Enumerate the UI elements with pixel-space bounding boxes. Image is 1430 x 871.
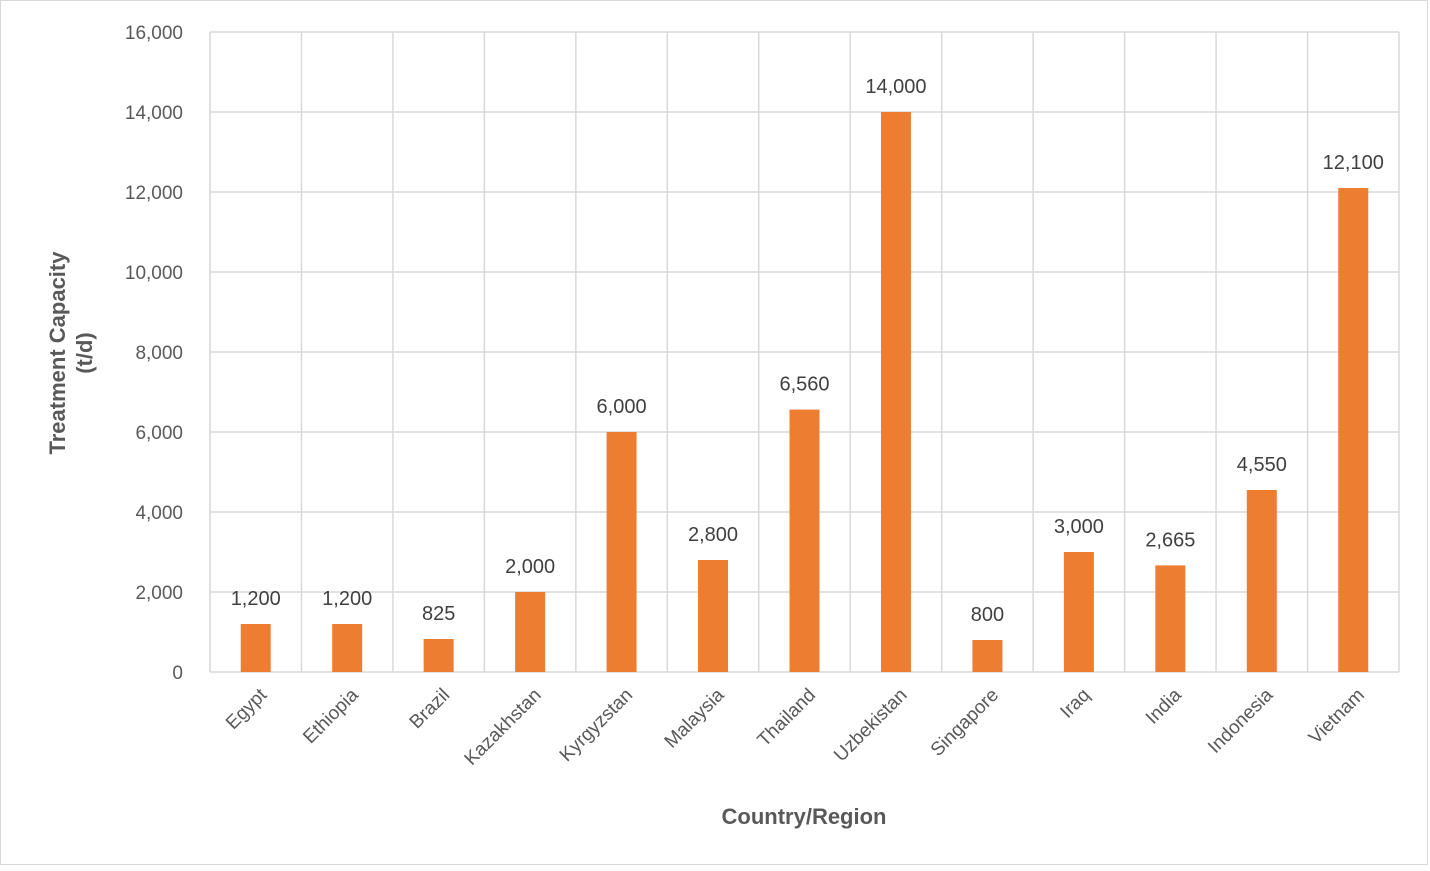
x-tick-label: Uzbekistan	[830, 685, 911, 766]
data-label-layer: 1,200 1,200 825 2,000 6,000 2,800 6,560 14,000 8…	[231, 76, 1384, 626]
data-label: 2,000	[505, 556, 555, 578]
x-tick-label: Thailand	[754, 685, 820, 751]
y-tick-label: 2,000	[135, 583, 183, 604]
bar	[1155, 565, 1186, 672]
x-tick-label: Singapore	[927, 685, 1003, 761]
data-label: 3,000	[1054, 516, 1104, 538]
x-tick-label: Kazakhstan	[461, 685, 546, 770]
bar	[1063, 552, 1094, 672]
data-label: 14,000	[865, 76, 926, 98]
y-axis-title-line-2: (t/d)	[72, 332, 97, 374]
x-tick-label: Iraq	[1056, 685, 1094, 723]
y-tick-label: 16,000	[125, 23, 183, 44]
x-tick-label: Vietnam	[1305, 685, 1369, 749]
y-tick-label: 12,000	[125, 183, 183, 204]
y-axis-title-line-1: Treatment Capacity	[45, 251, 70, 455]
x-tick-label: India	[1142, 684, 1186, 728]
bar	[332, 624, 363, 672]
bar	[1338, 188, 1369, 672]
x-tick-label: Egypt	[222, 684, 272, 734]
grid-layer	[209, 31, 1400, 673]
bar	[423, 639, 454, 672]
data-label: 1,200	[231, 588, 281, 610]
y-tick-label: 4,000	[135, 503, 183, 524]
data-label: 12,100	[1323, 152, 1384, 174]
x-tick-label: Malaysia	[661, 684, 729, 752]
bar	[606, 432, 637, 672]
bar	[1246, 490, 1277, 672]
y-tick-label: 8,000	[135, 343, 183, 364]
bar	[789, 409, 820, 672]
bar	[972, 640, 1003, 672]
y-axis-title: Treatment Capacity (t/d)	[45, 251, 97, 455]
x-tick-label: Indonesia	[1204, 684, 1277, 757]
bar	[240, 624, 271, 672]
y-tick-label: 14,000	[125, 103, 183, 124]
x-tick-label: Ethiopia	[299, 684, 363, 748]
data-label: 2,800	[688, 524, 738, 546]
x-tick-label: Brazil	[406, 685, 454, 733]
data-label: 6,000	[597, 396, 647, 418]
y-tick-label: 10,000	[125, 263, 183, 284]
data-label: 2,665	[1145, 529, 1195, 551]
bar	[880, 112, 911, 672]
bar-layer	[240, 112, 1369, 672]
bar	[515, 592, 546, 672]
y-tick-label: 0	[172, 663, 183, 684]
data-label: 4,550	[1237, 454, 1287, 476]
data-label: 6,560	[779, 374, 829, 396]
bar	[698, 560, 729, 672]
y-tick-label: 6,000	[135, 423, 183, 444]
x-tick-label: Kyrgyzstan	[556, 685, 637, 766]
data-label: 800	[971, 604, 1004, 626]
x-axis-title: Country/Region	[722, 804, 887, 829]
data-label: 1,200	[322, 588, 372, 610]
data-label: 825	[422, 603, 455, 625]
